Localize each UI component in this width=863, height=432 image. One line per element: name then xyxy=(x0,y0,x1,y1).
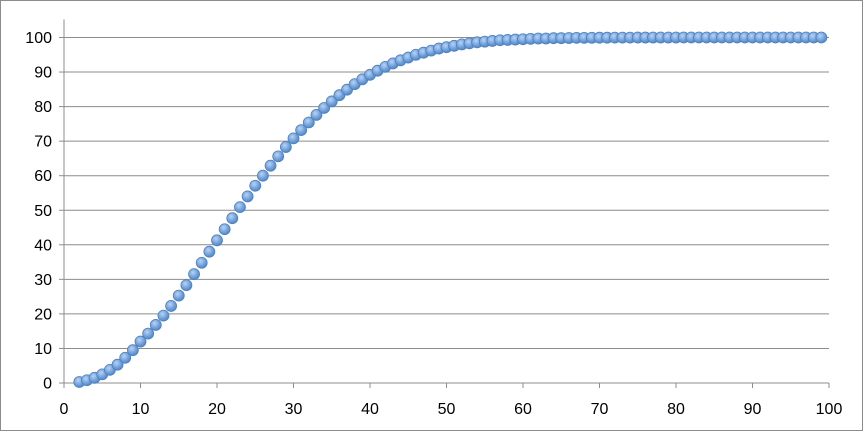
y-tick-label: 100 xyxy=(25,30,52,47)
data-point xyxy=(318,102,331,114)
data-point xyxy=(195,256,208,269)
x-tick-label: 30 xyxy=(285,401,303,418)
data-point xyxy=(111,358,124,371)
data-point xyxy=(264,159,277,172)
x-tick-label: 60 xyxy=(514,401,532,418)
data-point xyxy=(302,116,315,129)
data-point xyxy=(126,344,139,357)
y-tick-label: 60 xyxy=(34,168,52,185)
x-tick-label: 100 xyxy=(816,401,843,418)
data-point xyxy=(310,108,323,121)
y-tick-labels: 0 10 20 30 40 50 60 70 80 90 100 xyxy=(25,30,52,393)
data-point xyxy=(295,124,308,136)
x-tick-label: 70 xyxy=(591,401,609,418)
data-point xyxy=(211,234,223,247)
data-points xyxy=(73,31,828,388)
data-point xyxy=(815,31,828,44)
data-point xyxy=(165,300,178,312)
x-tick-label: 20 xyxy=(208,401,226,418)
x-tick-label: 90 xyxy=(744,401,762,418)
data-point xyxy=(272,150,285,163)
x-tick-label: 80 xyxy=(667,401,685,418)
data-point xyxy=(134,335,147,348)
data-point xyxy=(203,245,216,258)
y-tick-label: 20 xyxy=(34,306,52,323)
data-point xyxy=(180,279,193,292)
x-tick-label: 40 xyxy=(361,401,379,418)
axes xyxy=(59,19,830,388)
data-point xyxy=(226,212,239,225)
y-tick-label: 30 xyxy=(34,272,52,289)
x-tick-labels: 0 10 20 30 40 50 60 70 80 90 100 xyxy=(60,401,843,418)
data-point xyxy=(142,327,155,340)
y-tick-label: 70 xyxy=(34,134,52,151)
y-tick-label: 90 xyxy=(34,65,52,82)
x-tick-label: 0 xyxy=(60,401,69,418)
data-point xyxy=(234,201,246,214)
data-point xyxy=(218,223,231,236)
data-point xyxy=(279,141,292,153)
data-point xyxy=(249,179,262,192)
data-point xyxy=(256,169,269,182)
data-point xyxy=(325,95,338,108)
x-tick-label: 50 xyxy=(438,401,456,418)
x-tick-label: 10 xyxy=(132,401,150,418)
data-point xyxy=(287,132,300,145)
y-tick-label: 10 xyxy=(34,341,52,358)
data-point xyxy=(172,289,185,302)
data-point xyxy=(188,268,200,281)
y-tick-label: 0 xyxy=(43,376,52,393)
data-point xyxy=(241,190,254,203)
y-tick-label: 80 xyxy=(34,99,52,116)
y-tick-label: 40 xyxy=(34,237,52,254)
data-point xyxy=(119,351,132,364)
data-point xyxy=(149,319,162,331)
data-point xyxy=(157,309,170,322)
gridlines xyxy=(64,37,829,349)
y-tick-label: 50 xyxy=(34,203,52,220)
